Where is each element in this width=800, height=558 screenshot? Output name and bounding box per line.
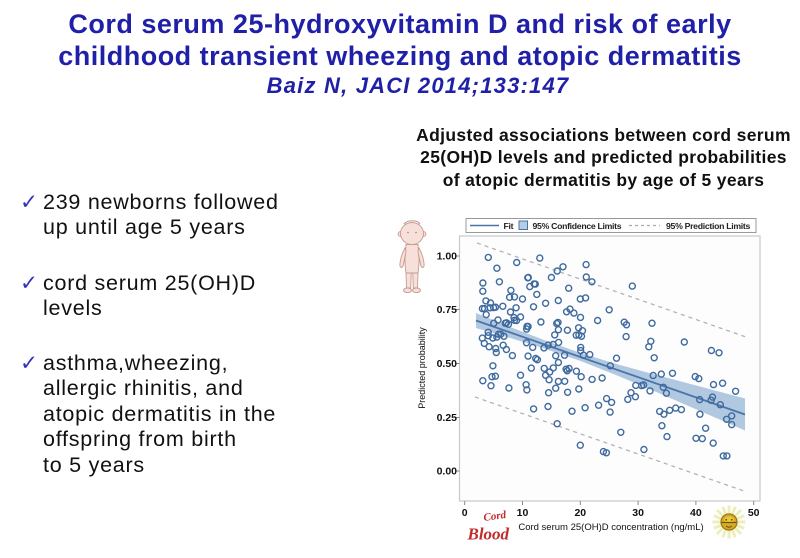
svg-text:0.50: 0.50 (437, 358, 458, 370)
svg-text:0.25: 0.25 (437, 412, 458, 424)
svg-text:0.75: 0.75 (437, 304, 458, 316)
svg-text:95% Confidence Limits: 95% Confidence Limits (533, 221, 622, 231)
svg-text:10: 10 (517, 507, 529, 519)
svg-text:0: 0 (462, 507, 468, 519)
svg-text:1.00: 1.00 (437, 251, 458, 263)
svg-text:20: 20 (574, 507, 586, 519)
svg-text:30: 30 (632, 507, 644, 519)
svg-text:Cord serum 25(OH)D concentrati: Cord serum 25(OH)D concentration (ng/mL) (518, 522, 703, 533)
svg-text:50: 50 (748, 507, 760, 519)
svg-text:0.00: 0.00 (437, 466, 458, 478)
svg-text:95% Prediction Limits: 95% Prediction Limits (666, 221, 750, 231)
svg-text:Cord: Cord (483, 509, 508, 524)
svg-text:Blood: Blood (467, 525, 510, 544)
svg-text:40: 40 (690, 507, 702, 519)
svg-text:Fit: Fit (504, 221, 514, 231)
svg-text:Predicted probability: Predicted probability (417, 327, 427, 409)
